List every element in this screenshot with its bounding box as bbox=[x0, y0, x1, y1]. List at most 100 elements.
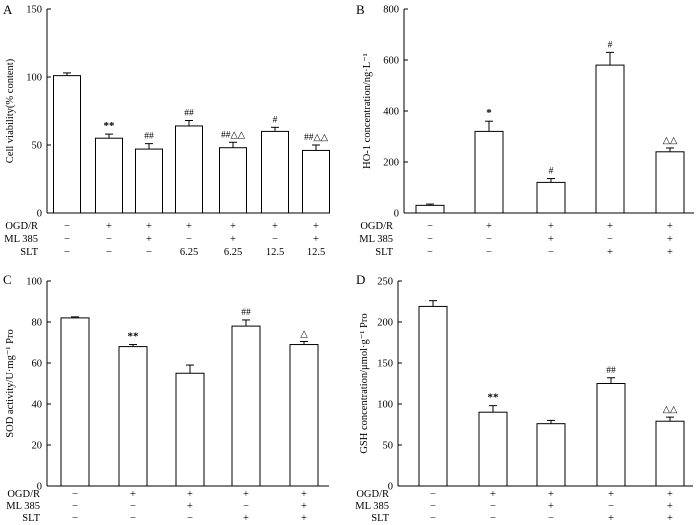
condition-value: + bbox=[667, 489, 673, 500]
bar bbox=[219, 147, 247, 214]
significance-label: # bbox=[273, 115, 278, 125]
bar bbox=[175, 372, 205, 487]
y-tick-label: 50 bbox=[32, 141, 43, 152]
condition-value: − bbox=[427, 234, 433, 245]
condition-value: + bbox=[313, 221, 319, 232]
condition-value: − bbox=[607, 234, 613, 245]
condition-value: + bbox=[548, 234, 554, 245]
condition-row-label: ML 385 bbox=[355, 501, 389, 512]
bar bbox=[596, 383, 626, 487]
condition-row-label: SLT bbox=[371, 513, 389, 524]
condition-value: 12.5 bbox=[266, 247, 284, 258]
condition-value: + bbox=[187, 501, 193, 512]
bar bbox=[302, 149, 330, 214]
condition-value: + bbox=[313, 234, 319, 245]
condition-row-label: OGD/R bbox=[7, 489, 40, 500]
condition-value: − bbox=[430, 489, 436, 500]
y-tick-label: 0 bbox=[37, 209, 42, 220]
condition-value: − bbox=[427, 221, 433, 232]
condition-value: − bbox=[427, 247, 433, 258]
condition-value: − bbox=[548, 247, 554, 258]
condition-value: 12.5 bbox=[307, 247, 325, 258]
y-tick-label: 400 bbox=[383, 107, 399, 118]
condition-value: + bbox=[667, 234, 673, 245]
bar bbox=[118, 346, 148, 487]
condition-value: + bbox=[548, 501, 554, 512]
significance-label: # bbox=[549, 167, 554, 177]
significance-label: △ bbox=[300, 329, 308, 339]
y-tick-label: 80 bbox=[32, 318, 43, 329]
bar bbox=[474, 130, 504, 214]
bar bbox=[289, 344, 319, 487]
condition-value: − bbox=[430, 513, 436, 524]
condition-value: + bbox=[146, 234, 152, 245]
condition-value: + bbox=[608, 489, 614, 500]
condition-value: 6.25 bbox=[224, 247, 242, 258]
panel-letter: A bbox=[3, 2, 13, 17]
condition-value: − bbox=[130, 513, 136, 524]
y-tick-label: 40 bbox=[32, 400, 43, 411]
condition-value: + bbox=[243, 489, 249, 500]
condition-value: − bbox=[72, 501, 78, 512]
condition-value: − bbox=[64, 234, 70, 245]
condition-value: + bbox=[230, 234, 236, 245]
condition-row-label: SLT bbox=[22, 513, 40, 524]
significance-label: ##△△ bbox=[221, 130, 246, 140]
condition-value: − bbox=[64, 221, 70, 232]
y-tick-label: 150 bbox=[26, 5, 42, 16]
condition-value: + bbox=[548, 489, 554, 500]
y-axis-label: GSH concentration/μmol·g⁻¹ Pro bbox=[359, 313, 370, 453]
condition-value: + bbox=[186, 221, 192, 232]
significance-label: ## bbox=[144, 132, 154, 142]
condition-row-label: OGD/R bbox=[360, 221, 393, 232]
condition-value: + bbox=[301, 513, 307, 524]
y-tick-label: 50 bbox=[383, 441, 394, 452]
condition-row-label: SLT bbox=[375, 247, 393, 258]
y-tick-label: 200 bbox=[383, 158, 399, 169]
condition-value: + bbox=[301, 489, 307, 500]
significance-label: ## bbox=[606, 366, 616, 376]
condition-row-label: ML 385 bbox=[359, 234, 393, 245]
condition-value: + bbox=[608, 513, 614, 524]
bar bbox=[536, 423, 566, 487]
condition-value: + bbox=[130, 489, 136, 500]
condition-value: + bbox=[667, 247, 673, 258]
y-tick-label: 20 bbox=[32, 441, 43, 452]
condition-value: − bbox=[490, 513, 496, 524]
bar bbox=[655, 420, 685, 487]
condition-value: − bbox=[490, 501, 496, 512]
y-tick-label: 250 bbox=[377, 277, 393, 288]
y-tick-label: 0 bbox=[394, 209, 399, 220]
bar bbox=[95, 137, 123, 214]
condition-value: − bbox=[430, 501, 436, 512]
panel-c: C 0 20 40 60 80 100 SOD activity/U·mg⁻¹ Pro ** ##… bbox=[3, 272, 329, 524]
bar bbox=[415, 204, 445, 214]
y-tick-label: 100 bbox=[26, 277, 42, 288]
significance-label: # bbox=[608, 40, 613, 50]
condition-value: + bbox=[486, 221, 492, 232]
significance-label: △△ bbox=[663, 136, 678, 146]
condition-value: 6.25 bbox=[180, 247, 198, 258]
condition-value: − bbox=[130, 501, 136, 512]
y-axis-label: Cell viability(% content) bbox=[5, 58, 16, 163]
y-tick-label: 0 bbox=[388, 482, 393, 493]
condition-value: − bbox=[486, 234, 492, 245]
y-tick-label: 600 bbox=[383, 56, 399, 67]
condition-value: − bbox=[106, 247, 112, 258]
condition-value: − bbox=[608, 501, 614, 512]
condition-value: − bbox=[187, 513, 193, 524]
condition-value: + bbox=[301, 501, 307, 512]
significance-label: △△ bbox=[663, 405, 678, 415]
condition-value: + bbox=[187, 489, 193, 500]
condition-value: − bbox=[548, 513, 554, 524]
condition-value: + bbox=[667, 513, 673, 524]
condition-value: − bbox=[186, 234, 192, 245]
condition-row-label: SLT bbox=[20, 247, 38, 258]
significance-label: ** bbox=[488, 392, 500, 404]
condition-value: + bbox=[548, 221, 554, 232]
significance-label: ## bbox=[184, 109, 194, 119]
condition-value: − bbox=[72, 513, 78, 524]
condition-value: + bbox=[490, 489, 496, 500]
